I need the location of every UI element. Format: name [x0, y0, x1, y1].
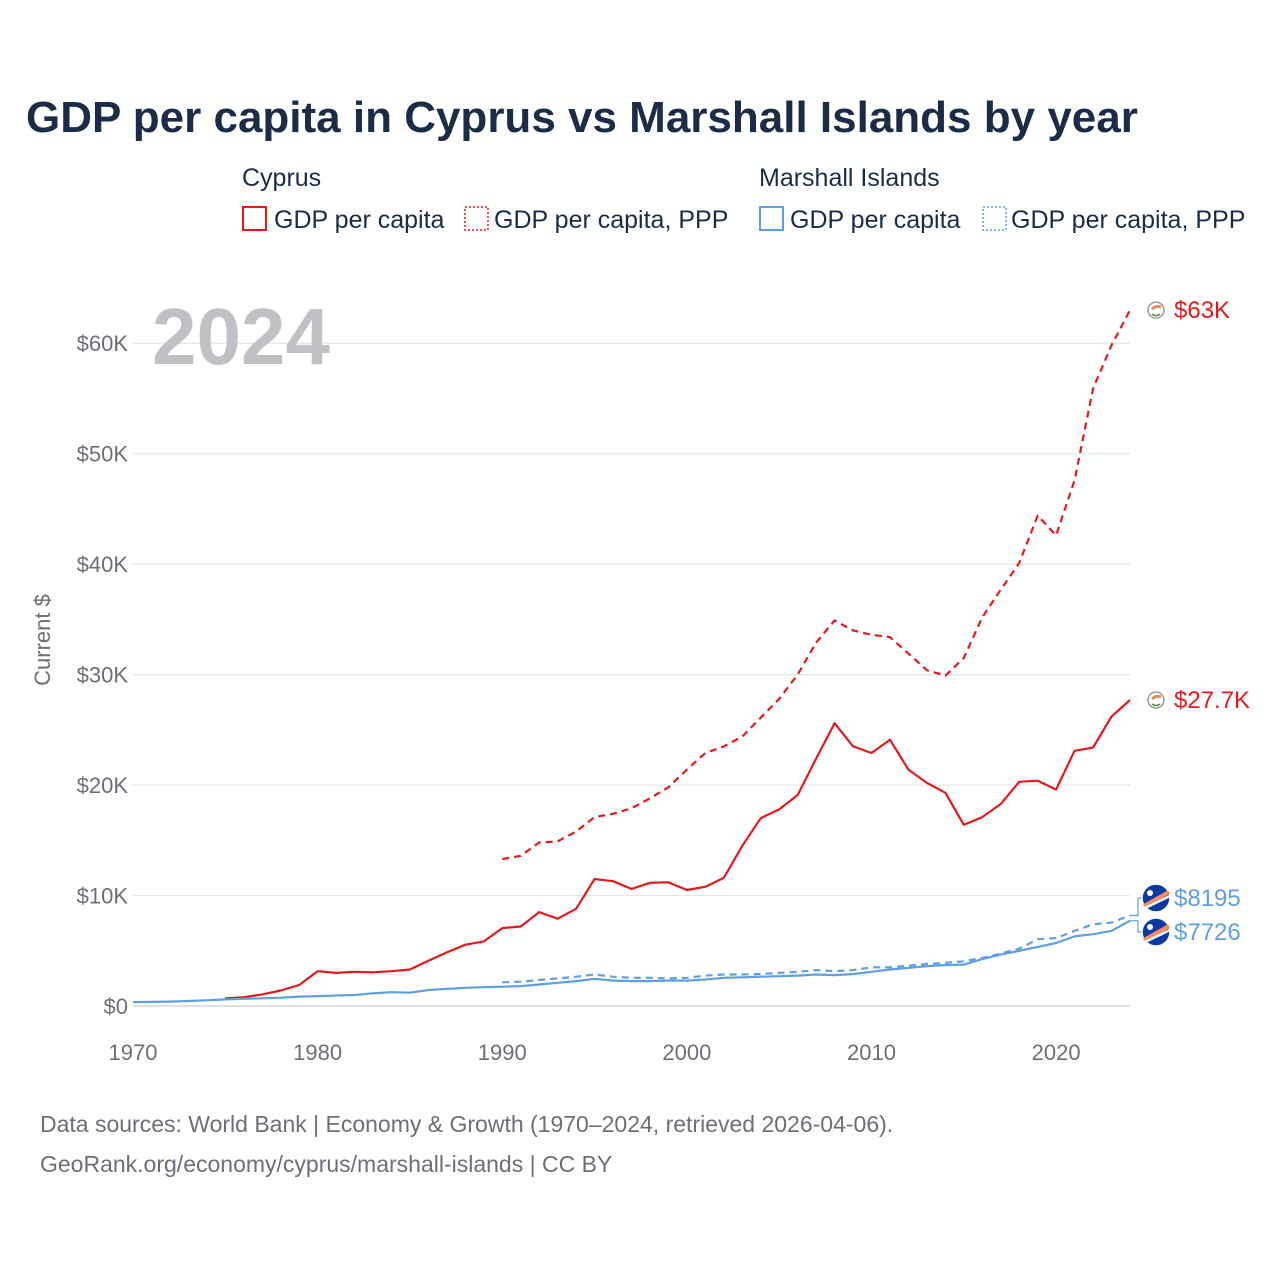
legend-group-cyprus: Cyprus	[242, 164, 321, 192]
end-value-label: $27.7K	[1174, 687, 1250, 714]
legend-swatch-cyprus-ppp	[464, 206, 489, 231]
flag-map	[1150, 304, 1162, 311]
series-layer	[132, 309, 1131, 1004]
x-tick-label: 2010	[847, 1040, 896, 1065]
flag-star	[1147, 890, 1153, 896]
y-tick-label: $60K	[77, 331, 129, 356]
y-tick-label: $50K	[77, 442, 129, 467]
x-tick-label: 1980	[293, 1040, 342, 1065]
flag-stripe	[1143, 924, 1170, 942]
x-tick-label: 1970	[109, 1040, 158, 1065]
y-tick-label: $30K	[77, 663, 129, 688]
legend: Cyprus GDP per capita GDP per capita, PP…	[242, 164, 1245, 234]
flag-branch	[1151, 313, 1161, 317]
legend-label-marshall-gdp: GDP per capita	[790, 206, 961, 234]
legend-label-cyprus-ppp: GDP per capita, PPP	[494, 206, 728, 234]
legend-swatch-marshall-ppp	[982, 206, 1007, 231]
year-badge: 2024	[152, 292, 330, 381]
legend-swatch-marshall-gdp	[759, 206, 784, 231]
series-line-0	[225, 699, 1131, 1000]
end-value-label: $63K	[1174, 297, 1230, 324]
chart-title: GDP per capita in Cyprus vs Marshall Isl…	[26, 93, 1138, 142]
y-tick-label: $20K	[77, 773, 129, 798]
end-connector	[1130, 897, 1144, 917]
y-axis: $0 $10K $20K $30K $40K $50K $60K	[77, 331, 129, 1019]
x-tick-label: 2020	[1032, 1040, 1081, 1065]
legend-label-cyprus-gdp: GDP per capita	[274, 206, 445, 234]
y-axis-label: Current $	[30, 594, 55, 686]
legend-group-marshall: Marshall Islands	[759, 164, 940, 192]
flag-stripe	[1143, 890, 1170, 908]
end-value-label: $7726	[1174, 919, 1241, 946]
flag-stripe	[1144, 894, 1171, 910]
y-tick-label: $10K	[77, 884, 129, 909]
flag-map	[1150, 694, 1162, 701]
y-tick-label: $0	[104, 994, 128, 1019]
end-connector	[1130, 920, 1144, 933]
legend-label-marshall-ppp: GDP per capita, PPP	[1011, 206, 1245, 234]
source-line-1: Data sources: World Bank | Economy & Gro…	[40, 1111, 893, 1137]
x-axis: 1970 1980 1990 2000 2010 2020	[109, 1040, 1081, 1065]
end-markers: $27.7K $63K $7726 $8195	[1130, 297, 1250, 947]
grid	[133, 342, 1130, 1007]
end-value-label: $8195	[1174, 885, 1241, 912]
flag-star	[1147, 924, 1153, 930]
y-tick-label: $40K	[77, 552, 129, 577]
series-line-2	[132, 919, 1131, 1004]
series-line-3	[502, 914, 1131, 984]
source-line-2: GeoRank.org/economy/cyprus/marshall-isla…	[40, 1151, 612, 1177]
series-line-1	[502, 309, 1131, 861]
x-tick-label: 1990	[478, 1040, 527, 1065]
x-tick-label: 2000	[662, 1040, 711, 1065]
flag-branch	[1151, 703, 1161, 707]
flag-stripe	[1144, 928, 1171, 944]
legend-swatch-cyprus-gdp	[242, 206, 267, 231]
